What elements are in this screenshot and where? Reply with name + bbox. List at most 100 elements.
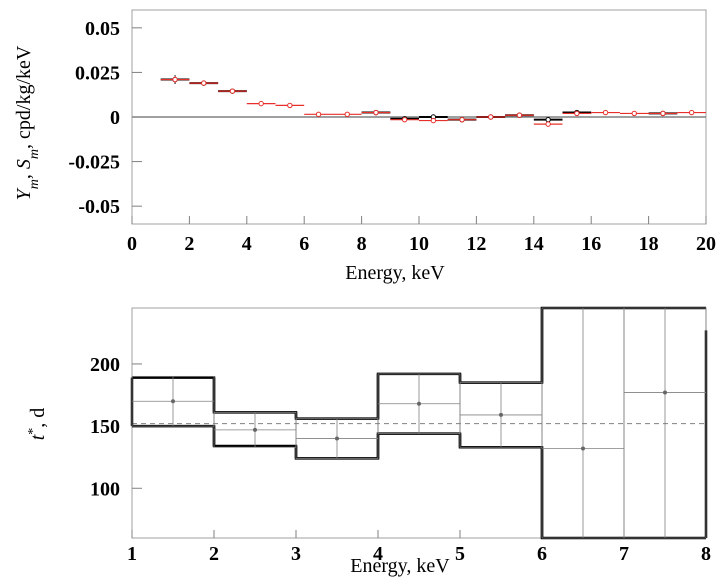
bottom-point — [623, 307, 707, 539]
top-xtick-label: 2 — [184, 233, 194, 255]
ylabel-s: S — [13, 159, 35, 169]
bottom-xtick-label: 6 — [537, 543, 547, 565]
top-xtick-label: 12 — [466, 233, 486, 255]
data-marker — [631, 110, 637, 117]
ylabel-s-sub: m — [27, 149, 42, 159]
data-marker — [172, 76, 178, 83]
data-marker — [417, 401, 421, 406]
top-series-1-point — [619, 110, 649, 117]
bottom-xtick-label: 7 — [619, 543, 629, 565]
bottom-x-axis-label: Energy, keV — [350, 555, 450, 577]
bottom-ytick-label: 100 — [90, 478, 120, 500]
ylabel-t: t — [27, 434, 49, 440]
top-y-axis-label: Ym, Sm, cpd/kg/keV — [13, 45, 42, 200]
top-ytick-label: -0.05 — [78, 196, 120, 218]
data-marker — [516, 112, 523, 118]
top-series-1-point — [189, 80, 219, 86]
bottom-y-axis-label: t*, d — [26, 408, 50, 441]
top-xtick-label: 4 — [242, 233, 252, 255]
top-xtick-label: 20 — [696, 233, 716, 255]
data-marker — [201, 80, 207, 86]
data-marker — [258, 100, 264, 107]
top-series-1-point — [218, 88, 247, 94]
top-series-1-point — [332, 111, 362, 118]
bottom-xtick-label: 3 — [291, 543, 301, 565]
bottom-ytick-label: 200 — [90, 354, 120, 376]
top-series-1-point — [246, 100, 276, 107]
top-series-1-point — [419, 117, 448, 124]
bottom-xtick-label: 2 — [209, 543, 219, 565]
top-data-marks — [160, 75, 706, 127]
ylabel-unit: , cpd/kg/keV — [13, 45, 35, 149]
bottom-point — [213, 412, 297, 448]
top-series-1-point — [160, 76, 190, 83]
top-xtick-label: 6 — [299, 233, 309, 255]
top-series-1-point — [562, 110, 592, 117]
bottom-xtick-label: 1 — [127, 543, 137, 565]
bottom-point — [459, 382, 543, 448]
top-ticks — [131, 27, 707, 224]
data-marker — [663, 390, 667, 395]
top-xtick-label: 14 — [524, 233, 544, 255]
bottom-point — [295, 418, 379, 459]
ylabel-y-sub: m — [27, 179, 42, 189]
data-marker — [545, 116, 551, 123]
ylabel-y: Y — [13, 187, 35, 200]
top-x-axis-label: Energy, keV — [345, 262, 445, 284]
data-marker — [488, 114, 494, 120]
data-marker — [344, 111, 350, 118]
top-series-1-point — [361, 109, 391, 116]
data-marker — [229, 88, 236, 94]
data-marker — [545, 121, 551, 127]
bottom-xtick-label: 8 — [701, 543, 711, 565]
top-y-tick-labels: -0.05 -0.025 0 0.025 0.05 — [68, 18, 120, 218]
data-marker — [688, 109, 695, 116]
top-series-1-point — [591, 109, 620, 116]
data-marker — [459, 116, 465, 123]
top-xtick-label: 10 — [409, 233, 429, 255]
bottom-xtick-label: 4 — [373, 543, 383, 565]
data-marker — [574, 110, 580, 117]
top-xtick-label: 18 — [639, 233, 659, 255]
bottom-x-tick-labels: 1 2 3 4 5 6 7 8 — [127, 543, 711, 565]
data-marker — [499, 412, 503, 417]
top-series-1-point — [505, 112, 534, 118]
top-xtick-label: 8 — [357, 233, 367, 255]
data-marker — [401, 116, 408, 123]
bottom-point — [541, 307, 625, 539]
data-marker — [430, 117, 437, 124]
top-series-1-point — [677, 109, 706, 116]
top-series-1-point — [476, 114, 506, 120]
top-ytick-label: 0.025 — [75, 62, 120, 84]
top-xtick-label: 0 — [127, 233, 137, 255]
top-series-1-point — [447, 116, 477, 123]
bottom-point — [377, 373, 461, 434]
top-ytick-label: 0 — [110, 107, 120, 129]
data-marker — [287, 102, 293, 109]
bottom-xtick-label: 5 — [455, 543, 465, 565]
top-xtick-label: 16 — [581, 233, 601, 255]
top-ytick-label: 0.05 — [85, 18, 120, 40]
data-marker — [660, 110, 666, 117]
bottom-data-marks — [131, 307, 707, 539]
ylabel-sep: , — [13, 169, 35, 179]
ylabel-t-sup: * — [26, 428, 41, 435]
bottom-panel: 100 150 200 1 2 3 4 5 6 7 8 Energy, keV t*, d — [26, 306, 711, 577]
top-x-tick-labels: 0 2 4 6 8 10 12 14 16 18 20 — [127, 233, 716, 255]
top-series-1-point — [533, 121, 563, 127]
bottom-ytick-label: 150 — [90, 416, 120, 438]
top-series-1-point — [304, 111, 333, 118]
top-series-0-point — [533, 116, 563, 123]
bottom-point — [131, 375, 215, 427]
data-marker — [171, 399, 175, 404]
lower-band-step — [132, 424, 706, 540]
data-marker — [253, 427, 257, 432]
data-marker — [335, 436, 339, 441]
ylabel-t-unit: , d — [27, 408, 49, 428]
top-ytick-label: -0.025 — [68, 152, 120, 174]
bottom-y-tick-labels: 100 150 200 — [90, 354, 120, 500]
data-marker — [373, 109, 379, 116]
top-series-1-point — [648, 110, 678, 117]
data-marker — [581, 446, 585, 451]
